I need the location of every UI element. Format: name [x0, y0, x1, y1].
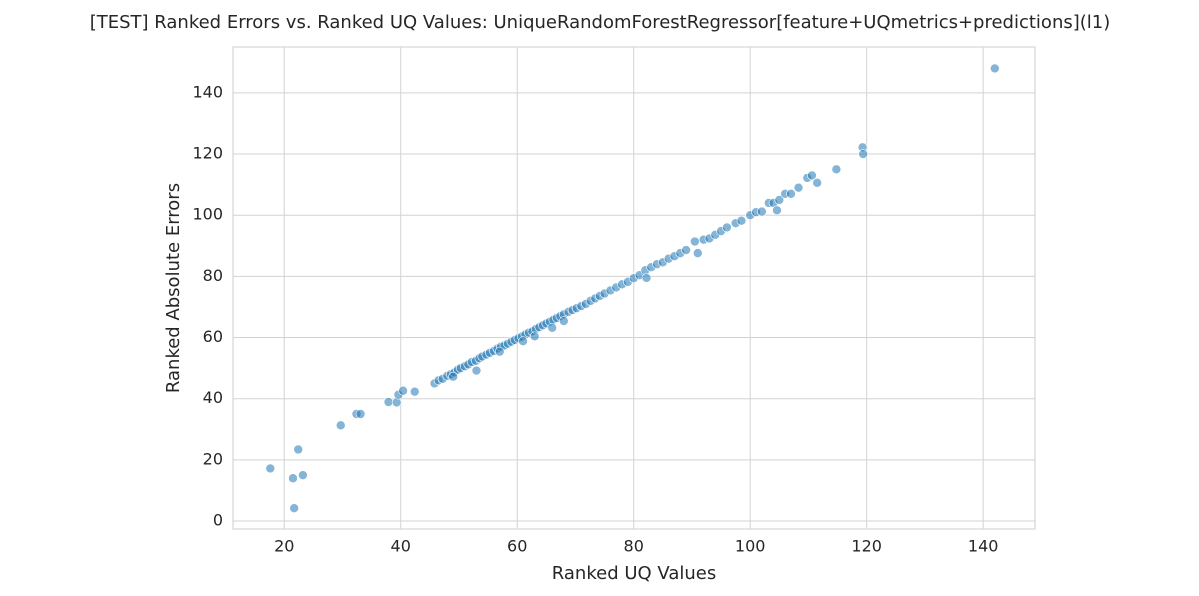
y-tick-label: 40: [203, 388, 223, 407]
point: [807, 170, 817, 181]
point: [494, 346, 505, 357]
y-tick-label: 60: [203, 327, 223, 346]
point: [335, 420, 346, 431]
point: [518, 336, 528, 347]
point: [681, 245, 691, 255]
x-tick-label: 140: [968, 537, 999, 556]
point: [471, 365, 482, 376]
point: [288, 473, 298, 484]
point: [383, 397, 394, 407]
point: [757, 206, 767, 217]
point: [289, 503, 299, 514]
point: [736, 215, 747, 226]
point: [812, 177, 822, 188]
point: [398, 385, 408, 396]
x-tick-label: 60: [507, 537, 527, 556]
y-tick-label: 120: [192, 144, 223, 163]
x-tick-label: 100: [735, 537, 766, 556]
point: [774, 195, 785, 205]
chart-title: [TEST] Ranked Errors vs. Ranked UQ Value…: [90, 12, 1111, 33]
point: [529, 331, 540, 342]
point: [293, 444, 304, 455]
point: [858, 149, 868, 159]
y-tick-label: 140: [192, 82, 223, 101]
x-axis-label: Ranked UQ Values: [552, 563, 716, 584]
point: [722, 222, 732, 233]
y-tick-label: 100: [192, 205, 223, 224]
point: [793, 182, 804, 193]
point: [641, 273, 652, 283]
point: [772, 205, 782, 216]
point: [448, 371, 458, 382]
x-tick-label: 120: [851, 537, 882, 556]
point: [692, 248, 703, 258]
x-tick-label: 40: [391, 537, 411, 556]
point: [265, 463, 276, 474]
point: [690, 236, 700, 247]
point: [409, 386, 420, 397]
point: [298, 470, 308, 480]
y-tick-label: 0: [213, 511, 223, 530]
point: [355, 409, 366, 419]
point: [831, 164, 842, 175]
point: [990, 63, 1000, 74]
x-tick-label: 80: [624, 537, 644, 556]
y-tick-label: 80: [203, 266, 223, 285]
point: [547, 322, 557, 333]
point: [786, 189, 796, 199]
y-axis-label: Ranked Absolute Errors: [163, 183, 184, 393]
y-tick-label: 20: [203, 449, 223, 468]
point: [559, 316, 569, 326]
x-tick-label: 20: [274, 537, 294, 556]
